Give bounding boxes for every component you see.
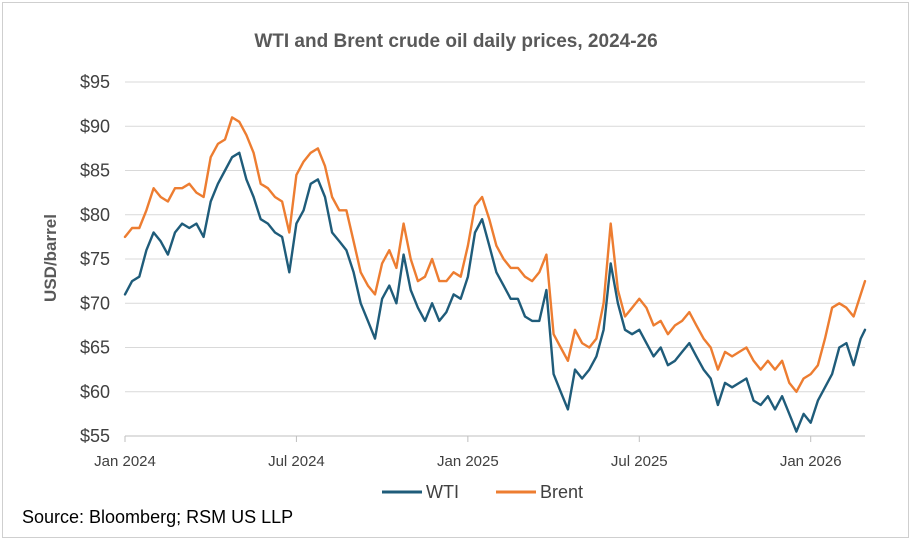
chart-title: WTI and Brent crude oil daily prices, 20…	[254, 31, 657, 52]
y-tick-label: $60	[80, 382, 110, 402]
y-tick-label: $55	[80, 426, 110, 446]
legend-label-wti: WTI	[426, 482, 459, 502]
y-tick-label: $65	[80, 338, 110, 358]
y-axis-label: USD/barrel	[41, 214, 60, 302]
y-tick-label: $85	[80, 161, 110, 181]
series-line-brent	[123, 116, 867, 393]
source-note: Source: Bloomberg; RSM US LLP	[22, 507, 294, 527]
y-tick-label: $80	[80, 205, 110, 225]
legend-label-brent: Brent	[540, 482, 583, 502]
y-tick-label: $75	[80, 249, 110, 269]
y-tick-label: $95	[80, 72, 110, 92]
y-tick-labels: $95 $90 $85 $80 $75 $70 $65 $60 $55	[80, 72, 110, 446]
x-axis: Jan 2024 Jul 2024 Jan 2025 Jul 2025 Jan 2026	[94, 435, 865, 470]
y-tick-label: $70	[80, 293, 110, 313]
x-tick-label: Jan 2025	[437, 453, 499, 470]
x-tick-label: Jul 2024	[268, 453, 325, 470]
x-tick-label: Jul 2025	[611, 453, 668, 470]
gridlines	[125, 81, 865, 393]
x-tick-label: Jan 2026	[780, 453, 842, 470]
y-tick-label: $90	[80, 116, 110, 136]
series-lines	[123, 116, 867, 433]
series-line-wti	[123, 151, 867, 433]
legend: WTI Brent	[382, 482, 583, 502]
x-tick-label: Jan 2024	[94, 453, 156, 470]
